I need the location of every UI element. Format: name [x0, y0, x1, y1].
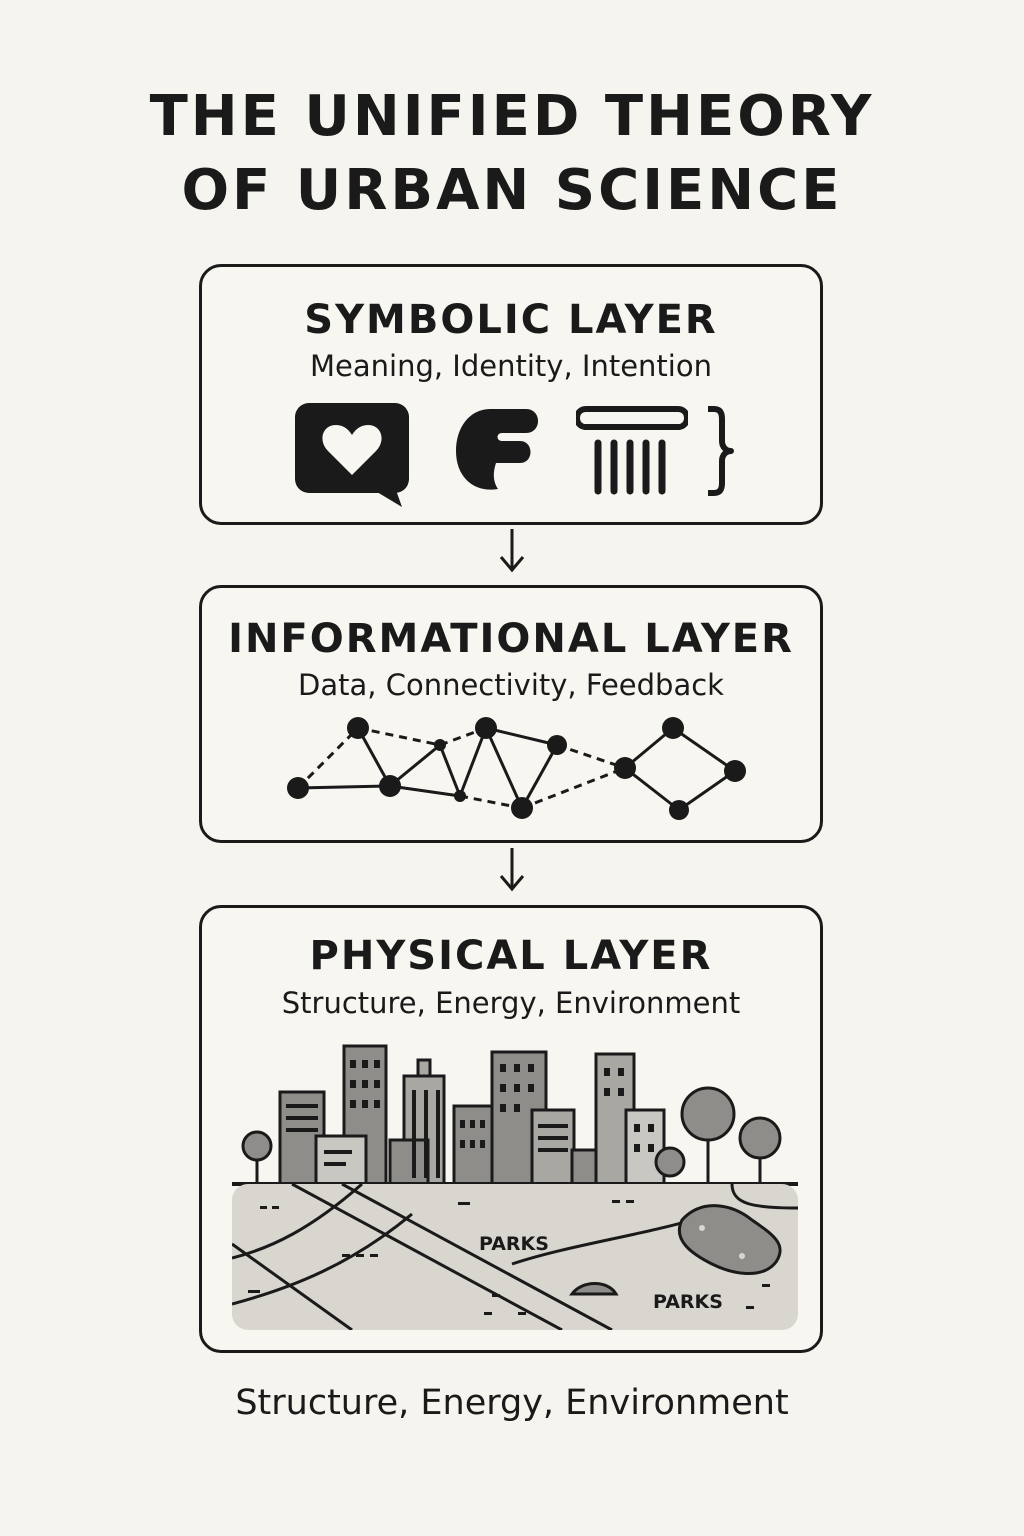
map-label-parks: PARKS: [479, 1233, 549, 1255]
informational-layer-subtitle: Data, Connectivity, Feedback: [298, 668, 724, 702]
informational-layer-box: INFORMATIONAL LAYER Data, Connectivity, …: [199, 585, 823, 843]
map-label-parks: PARKS: [653, 1291, 723, 1313]
diagram-title: THE UNIFIED THEORY OF URBAN SCIENCE: [0, 80, 1024, 228]
street-map-icon: PARKS PARKS: [232, 1184, 798, 1330]
title-line-2: OF URBAN SCIENCE: [181, 158, 843, 223]
physical-layer-title: PHYSICAL LAYER: [309, 933, 713, 979]
city-skyline-icon: [232, 1044, 798, 1186]
symbolic-layer-title: SYMBOLIC LAYER: [304, 297, 718, 343]
arrow-down-icon: [499, 529, 525, 573]
classical-column-icon: [576, 406, 688, 495]
physical-layer-box: PHYSICAL LAYER Structure, Energy, Enviro…: [199, 905, 823, 1353]
physical-layer-subtitle: Structure, Energy, Environment: [281, 986, 741, 1020]
network-graph-icon: [287, 717, 746, 820]
arrow-down-icon: [499, 848, 525, 892]
speech-glyph-icon: [456, 409, 538, 490]
curly-brace-icon: [708, 406, 734, 496]
symbolic-layer-box: SYMBOLIC LAYER Meaning, Identity, Intent…: [199, 264, 823, 525]
heart-speech-bubble-icon: [295, 403, 409, 507]
symbolic-layer-subtitle: Meaning, Identity, Intention: [310, 349, 712, 383]
informational-layer-title: INFORMATIONAL LAYER: [228, 616, 794, 662]
footer-caption: Structure, Energy, Environment: [235, 1383, 789, 1423]
title-line-1: THE UNIFIED THEORY: [149, 84, 875, 149]
